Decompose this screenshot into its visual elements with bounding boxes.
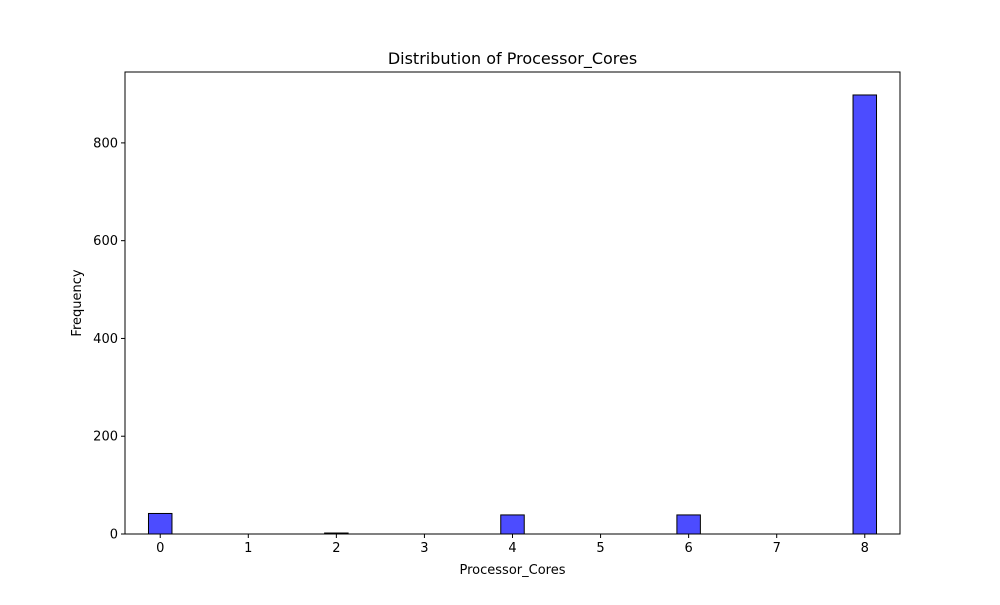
- y-tick-label: 0: [110, 528, 118, 543]
- x-tick-label: 4: [508, 541, 516, 556]
- y-tick-label: 600: [93, 234, 118, 249]
- y-tick-label: 400: [93, 332, 118, 347]
- y-tick-label: 200: [93, 430, 118, 445]
- x-tick-label: 5: [596, 541, 604, 556]
- x-tick-label: 8: [861, 541, 869, 556]
- x-tick-label: 1: [244, 541, 252, 556]
- histogram-bar: [147, 512, 173, 535]
- x-tick-label: 2: [332, 541, 340, 556]
- histogram-bar: [676, 514, 701, 535]
- x-tick-label: 7: [773, 541, 781, 556]
- histogram-bar: [500, 514, 525, 535]
- x-axis-label: Processor_Cores: [460, 563, 566, 578]
- y-axis-label: Frequency: [70, 269, 85, 336]
- x-tick-label: 6: [684, 541, 692, 556]
- x-axis: 0 1 2 3 4 5 6 7 8: [156, 534, 869, 556]
- x-tick-label: 3: [420, 541, 428, 556]
- x-tick-label: 0: [156, 541, 164, 556]
- chart-title: Distribution of Processor_Cores: [388, 49, 637, 69]
- y-axis: 0 200 400 600 800: [93, 136, 125, 543]
- y-tick-label: 800: [93, 136, 118, 151]
- histogram-bar: [852, 94, 878, 535]
